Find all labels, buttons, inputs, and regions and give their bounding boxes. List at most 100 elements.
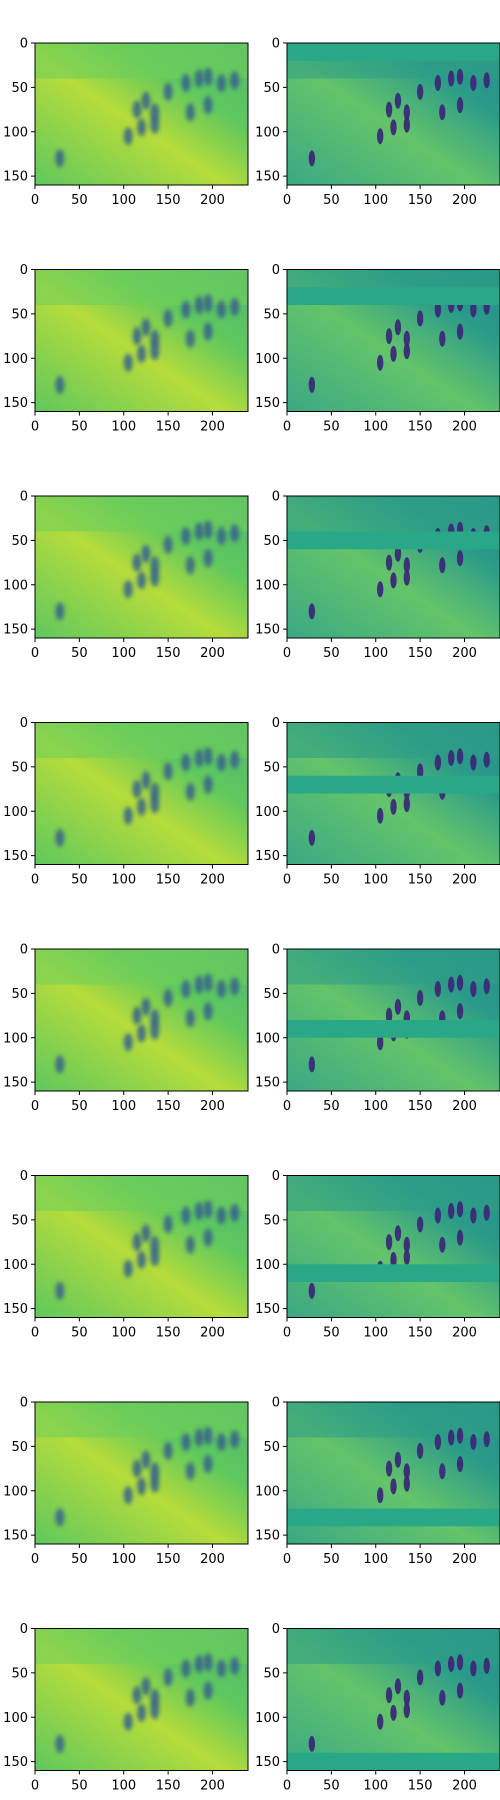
- figure-mark: [456, 1427, 464, 1444]
- figure-mark: [132, 1459, 142, 1478]
- figure-mark: [439, 1236, 446, 1253]
- x-tick-label: 200: [200, 1779, 225, 1794]
- figure-mark: [456, 550, 464, 567]
- flat-band: [287, 1264, 500, 1282]
- panel-image: [35, 496, 248, 638]
- figure-mark: [185, 1688, 195, 1707]
- figure-mark: [456, 748, 464, 765]
- figure-mark: [416, 1669, 424, 1686]
- figure-mark: [203, 1426, 213, 1445]
- y-tick-label: 0: [272, 943, 280, 958]
- panel-r8-c1: 0 50 100 150 200 0 50 100 150: [3, 1622, 249, 1794]
- x-tick-label: 150: [156, 873, 181, 888]
- x-tick-label: 200: [452, 1779, 477, 1794]
- figure-mark: [416, 1442, 424, 1459]
- panel-frame: [286, 722, 500, 865]
- x-tick-label: 100: [111, 646, 136, 661]
- figure-mark: [163, 309, 173, 328]
- panel-frame: [34, 269, 249, 412]
- figure-mark: [403, 569, 411, 586]
- y-tick-label: 100: [3, 125, 28, 140]
- figure-mark: [416, 310, 424, 327]
- flat-band: [287, 1752, 500, 1771]
- x-tick-label: 100: [111, 420, 136, 435]
- x-tick-label: 200: [200, 646, 225, 661]
- y-tick-label: 50: [263, 81, 280, 96]
- figure-mark: [390, 1251, 397, 1268]
- figure-mark: [194, 1428, 204, 1447]
- y-tick-label: 0: [272, 37, 280, 52]
- x-tick-label: 100: [111, 193, 136, 208]
- figure-mark: [456, 68, 464, 85]
- panel-r4-c2: 0 50 100 150 200 0 50 100 150: [255, 716, 500, 888]
- figure-mark: [470, 1660, 477, 1677]
- x-tick-label: 200: [452, 193, 477, 208]
- y-tick-label: 100: [3, 578, 28, 593]
- flat-band: [287, 1020, 500, 1038]
- figure-mark: [150, 1688, 160, 1707]
- figure-mark: [434, 74, 442, 91]
- figure-mark: [137, 1024, 146, 1043]
- panel-frame: [34, 1175, 249, 1318]
- figure-mark: [456, 1654, 464, 1671]
- figure-mark: [150, 782, 160, 801]
- figure-mark: [55, 1508, 65, 1527]
- y-tick-label: 150: [3, 1076, 28, 1091]
- figure-mark: [141, 91, 151, 110]
- figure-mark: [194, 1655, 204, 1673]
- x-tick-label: 0: [283, 1099, 291, 1114]
- panel-r3-c2: 0 50 100 150 200 0 50 100 150: [255, 490, 500, 661]
- y-tick-label: 0: [272, 490, 280, 505]
- panel-image: [287, 269, 500, 412]
- figure-mark: [470, 1433, 477, 1450]
- figure-mark: [203, 549, 213, 568]
- figure-mark: [141, 1677, 151, 1696]
- y-tick-label: 150: [3, 1302, 28, 1317]
- figure-mark: [403, 343, 411, 360]
- figure-mark: [203, 1228, 213, 1247]
- y-tick-label: 50: [11, 760, 28, 775]
- figure-mark: [439, 330, 446, 347]
- figure-mark: [163, 988, 173, 1007]
- y-tick-label: 100: [255, 1031, 280, 1046]
- panel-frame: [34, 1401, 249, 1545]
- figure-mark: [141, 771, 151, 790]
- figure-mark: [385, 1687, 393, 1704]
- figure-mark: [447, 1656, 455, 1672]
- y-tick-label: 50: [263, 534, 280, 549]
- y-tick-label: 100: [3, 805, 28, 820]
- panel-r7-c2: 0 50 100 150 200 0 50 100 150: [255, 1396, 500, 1567]
- figure-mark: [203, 1681, 213, 1700]
- figure-mark: [390, 345, 397, 362]
- x-tick-label: 50: [71, 873, 88, 888]
- figure-mark: [150, 115, 160, 134]
- flat-band: [287, 531, 500, 550]
- figure-mark: [203, 973, 213, 992]
- panel-r4-c1: 0 50 100 150 200 0 50 100 150: [3, 716, 249, 888]
- figure-mark: [141, 1224, 151, 1243]
- figure-mark: [150, 1701, 160, 1720]
- figure-mark: [181, 526, 191, 545]
- figure-mark: [181, 300, 191, 319]
- figure-mark: [203, 67, 213, 86]
- y-tick-label: 150: [3, 623, 28, 638]
- x-tick-label: 200: [452, 1552, 477, 1567]
- y-tick-label: 50: [11, 81, 28, 96]
- x-tick-label: 200: [452, 646, 477, 661]
- figure-mark: [376, 807, 384, 824]
- figure-mark: [216, 979, 226, 998]
- figure-mark: [150, 1248, 160, 1267]
- figure-mark: [447, 1203, 455, 1219]
- figure-mark: [132, 100, 142, 119]
- figure-mark: [390, 572, 397, 589]
- figure-mark: [137, 344, 146, 363]
- y-tick-label: 150: [255, 849, 280, 864]
- x-tick-label: 0: [31, 420, 39, 435]
- figure-mark: [456, 974, 464, 991]
- figure-mark: [132, 553, 142, 572]
- figure-mark: [308, 829, 316, 846]
- x-tick-label: 50: [323, 1779, 340, 1794]
- figure-mark: [55, 828, 65, 847]
- y-tick-label: 100: [255, 1711, 280, 1726]
- y-tick-label: 150: [255, 1529, 280, 1544]
